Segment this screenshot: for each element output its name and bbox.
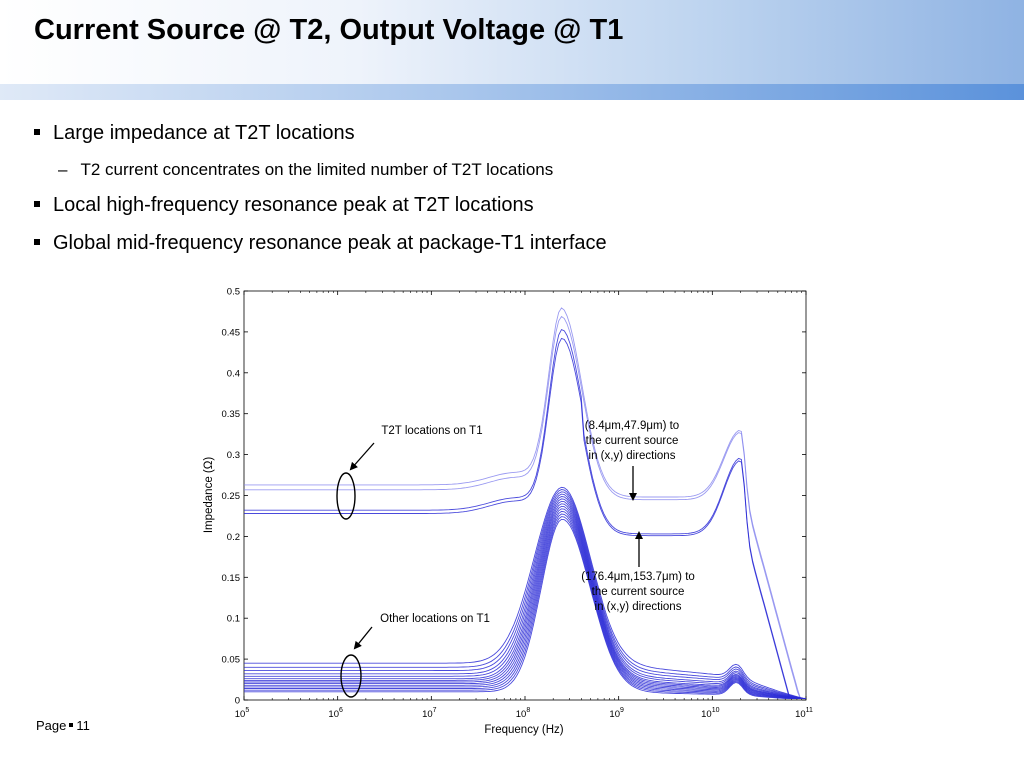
bullet-2: Local high-frequency resonance peak at T… (34, 194, 534, 217)
annotation-near-label: in (x,y) directions (589, 450, 676, 462)
x-tick-label: 105 (235, 707, 250, 720)
series-line-other (244, 508, 806, 699)
annotation-far-label: the current source (592, 586, 685, 598)
other-ellipse (340, 654, 362, 698)
series-line-other (244, 516, 806, 699)
annotation-other-label: Other locations on T1 (380, 613, 490, 625)
dash-icon: – (58, 160, 68, 179)
slide-title: Current Source @ T2, Output Voltage @ T1 (34, 14, 624, 46)
x-tick-label: 108 (516, 707, 531, 720)
other-arrow (353, 626, 373, 650)
y-tick-label: 0.05 (222, 655, 241, 666)
y-tick-label: 0.15 (222, 573, 241, 584)
bullet-square-icon (34, 239, 40, 245)
series-line-other (244, 486, 807, 699)
y-tick-label: 0.35 (222, 409, 241, 420)
series-line-t2t (244, 329, 806, 699)
y-tick-label: 0.25 (222, 491, 241, 502)
x-tick-label: 1010 (701, 707, 719, 720)
bullet-square-icon (34, 129, 40, 135)
series-line-t2t (244, 337, 806, 699)
footer-square-icon (69, 723, 74, 727)
bullet-text: Large impedance at T2T locations (53, 122, 355, 144)
x-tick-label: 106 (328, 707, 343, 720)
series-line-other (244, 496, 806, 699)
series-line-other (244, 518, 806, 699)
y-tick-label: 0.1 (227, 614, 240, 625)
series-line-other (244, 513, 806, 699)
bullet-1: Large impedance at T2T locations (34, 122, 355, 145)
annotation-near-label: (8.4μm,47.9μm) to (585, 420, 679, 432)
y-tick-label: 0.4 (227, 368, 240, 379)
title-bar (0, 0, 1024, 84)
series-line-other (244, 493, 806, 699)
series-line-other (244, 498, 806, 699)
annotations: T2T locations on T1 (8.4μm,47.9μm) to the … (336, 420, 695, 698)
bullet-square-icon (34, 201, 40, 207)
y-tick-label: 0.5 (227, 287, 240, 298)
title-rule (0, 84, 1024, 100)
y-tick-label: 0.2 (227, 532, 240, 543)
page-label: Page (36, 718, 67, 733)
y-tick-label: 0.3 (227, 450, 240, 461)
sub-bullet-1: – T2 current concentrates on the limited … (58, 160, 553, 180)
series-line-other (244, 489, 806, 699)
x-tick-label: 107 (422, 707, 437, 720)
t2t-ellipse (336, 472, 356, 520)
x-tick-label: 109 (609, 707, 624, 720)
series-line-other (244, 503, 806, 699)
annotation-far-label: in (x,y) directions (595, 601, 682, 613)
series-line-other (244, 505, 806, 699)
y-axis-label: Impedance (Ω) (203, 457, 215, 534)
annotation-far-label: (176.4μm,153.7μm) to (581, 571, 695, 583)
bullet-text: Local high-frequency resonance peak at T… (53, 194, 534, 216)
y-tick-label: 0 (235, 696, 240, 707)
x-tick-label: 1011 (795, 707, 813, 720)
bullet-text: Global mid-frequency resonance peak at p… (53, 232, 607, 254)
t2t-arrow (349, 442, 375, 471)
bullet-3: Global mid-frequency resonance peak at p… (34, 232, 607, 255)
axis-ticks: 0 0.05 0.1 0.15 0.2 0.25 0.3 0.35 0.4 0.45 0.5 105 1… (222, 287, 814, 721)
series-line-other (244, 510, 806, 699)
sub-bullet-text: T2 current concentrates on the limited n… (80, 160, 554, 179)
page-number: 11 (76, 718, 90, 733)
y-tick-label: 0.45 (222, 327, 241, 338)
x-axis-label: Frequency (Hz) (484, 724, 563, 736)
series-line-other (244, 500, 806, 699)
page-footer: Page 11 (36, 718, 90, 733)
annotation-near-label: the current source (586, 435, 679, 447)
annotation-t2t-label: T2T locations on T1 (381, 425, 482, 437)
series-line-other (244, 491, 806, 699)
